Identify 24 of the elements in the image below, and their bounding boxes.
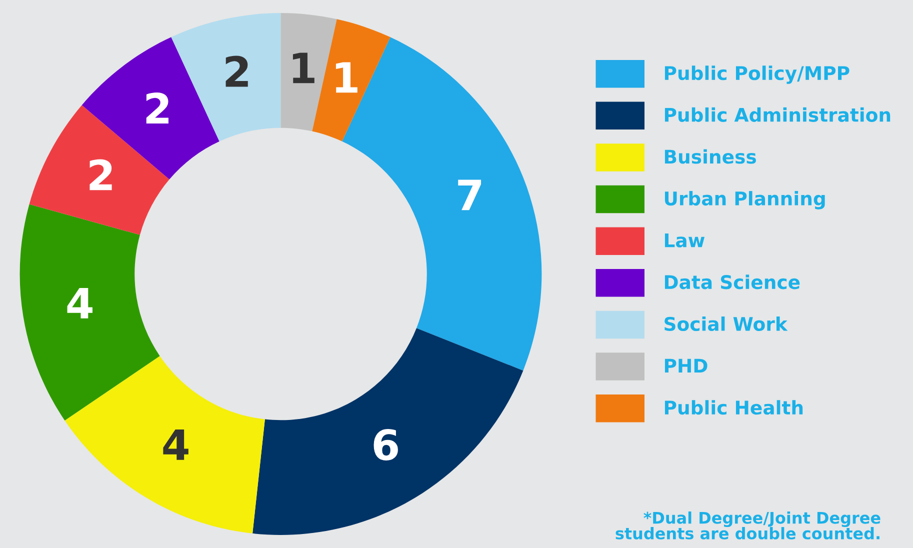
data-label: 4 [67, 288, 92, 318]
legend-label: Urban Planning [664, 191, 825, 210]
legend-label: Social Work [664, 316, 788, 332]
data-label: 6 [374, 429, 398, 460]
data-label: 2 [146, 92, 168, 124]
text: *Dual Degree/Joint Degree students are double counted. [616, 511, 880, 540]
legend-label: PHD [664, 358, 708, 373]
donut-slice [280, 13, 337, 132]
data-label: 1 [336, 62, 358, 93]
legend-label: Data Science [664, 274, 800, 290]
donut-slice [252, 328, 524, 535]
data-label: 1 [292, 52, 314, 84]
data-label: 4 [163, 430, 188, 460]
data-label: 7 [458, 180, 482, 210]
legend-label: Public Policy/MPP [664, 66, 850, 84]
data-label: 2 [90, 159, 112, 190]
legend-label: Law [664, 233, 705, 248]
donut-slice [64, 356, 265, 534]
legend-label: Public Health [664, 400, 803, 415]
data-label: 2 [226, 56, 248, 87]
legend-label: Public Administration [664, 107, 890, 122]
donut-slice [20, 204, 160, 420]
donut-slice [171, 13, 281, 142]
legend-label: Business [664, 149, 756, 164]
